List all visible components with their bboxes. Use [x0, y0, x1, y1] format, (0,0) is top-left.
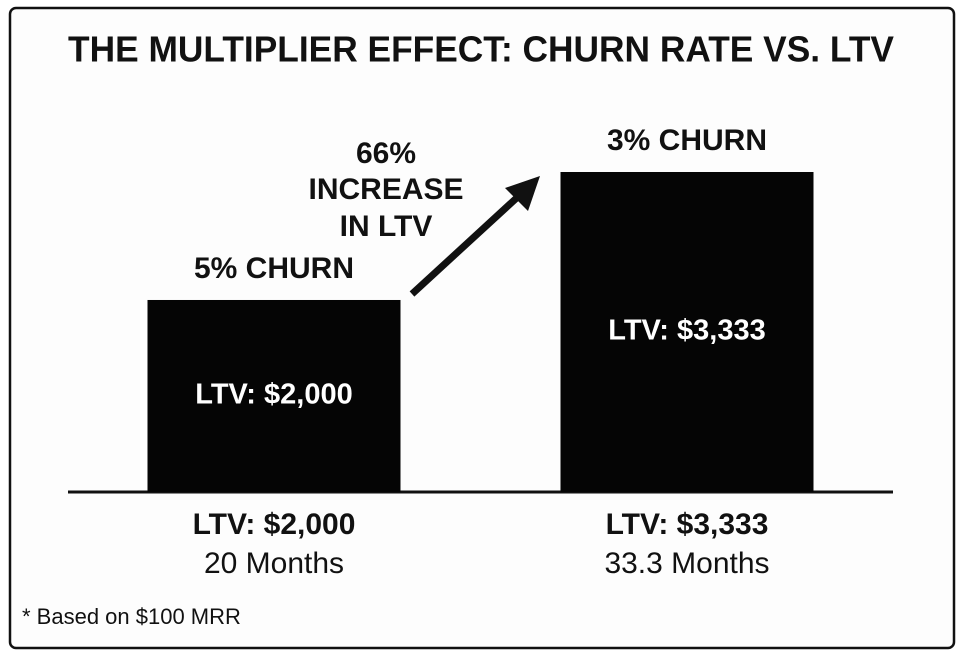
arrow-head	[505, 176, 540, 211]
category-label: 5% CHURN	[194, 252, 354, 285]
annotation: 66%	[356, 137, 416, 170]
chart-title: THE MULTIPLIER EFFECT: CHURN RATE VS. LT…	[68, 29, 894, 70]
value-label: LTV: $2,000	[195, 379, 352, 411]
bottom-value-label: LTV: $3,333	[606, 508, 769, 541]
annotation: IN LTV	[340, 210, 433, 243]
bar	[147, 299, 401, 492]
months-label: 20 Months	[204, 547, 344, 580]
annotation: INCREASE	[308, 173, 463, 206]
footnote: * Based on $100 MRR	[22, 604, 241, 629]
bar	[560, 172, 814, 492]
bottom-value-label: LTV: $2,000	[193, 508, 356, 541]
arrow-shaft	[409, 190, 525, 297]
months-label: 33.3 Months	[604, 547, 769, 580]
category-label: 3% CHURN	[607, 124, 767, 157]
value-label: LTV: $3,333	[608, 315, 765, 347]
